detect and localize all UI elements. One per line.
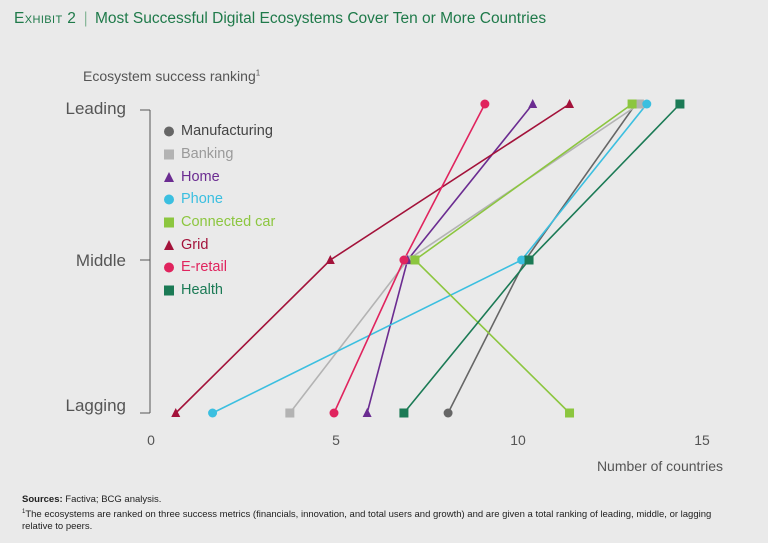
point-grid-middle xyxy=(325,254,335,265)
chart-title: Exhibit 2 | Most Successful Digital Ecos… xyxy=(14,10,546,28)
y-axis-title: Ecosystem success ranking1 xyxy=(83,68,260,84)
y-tick-middle: Middle xyxy=(75,251,126,270)
series-line-banking xyxy=(289,103,640,414)
legend-label-manufacturing: Manufacturing xyxy=(181,123,273,140)
square-marker-icon xyxy=(163,284,179,296)
y-axis-title-text: Ecosystem success ranking xyxy=(83,68,256,84)
point-banking-leading xyxy=(634,99,644,109)
circle-marker-icon xyxy=(163,193,179,205)
legend-item-connected-car: Connected car xyxy=(163,211,275,234)
x-tick-5: 5 xyxy=(332,432,340,448)
series-line-home xyxy=(366,103,534,414)
series-line-phone xyxy=(212,103,648,414)
legend-label-connected-car: Connected car xyxy=(181,214,276,231)
legend-item-manufacturing: Manufacturing xyxy=(163,120,275,143)
point-home-lagging xyxy=(362,407,372,418)
legend-item-home: Home xyxy=(163,165,275,188)
point-grid-lagging xyxy=(171,407,181,418)
triangle-marker-icon xyxy=(163,239,179,251)
sources-line: Sources: Factiva; BCG analysis. xyxy=(22,494,742,506)
point-e-retail-middle xyxy=(399,255,409,265)
legend-item-e-retail: E-retail xyxy=(163,256,275,279)
point-phone-lagging xyxy=(208,408,218,418)
point-grid-leading xyxy=(565,98,575,109)
legend-item-health: Health xyxy=(163,279,275,302)
square-marker-icon xyxy=(163,216,179,228)
series-line-manufacturing xyxy=(447,103,637,414)
x-axis-title: Number of countries xyxy=(596,458,723,474)
series-line-health xyxy=(403,103,681,414)
y-axis-footnote-marker: 1 xyxy=(255,68,261,78)
point-e-retail-lagging xyxy=(329,408,339,418)
footer: Sources: Factiva; BCG analysis. 1The eco… xyxy=(22,494,742,533)
point-health-lagging xyxy=(399,408,409,418)
series-markers xyxy=(171,98,685,418)
point-connected-car-lagging xyxy=(565,408,575,418)
axes xyxy=(140,109,151,414)
point-e-retail-leading xyxy=(480,99,490,109)
exhibit-label: Exhibit 2 xyxy=(14,10,77,27)
x-tick-15: 15 xyxy=(694,432,710,448)
legend-label-health: Health xyxy=(181,282,223,299)
legend-item-grid: Grid xyxy=(163,233,275,256)
x-tick-0: 0 xyxy=(147,432,155,448)
footnote-marker: 1 xyxy=(22,509,26,515)
point-connected-car-middle xyxy=(410,255,420,265)
legend-item-phone: Phone xyxy=(163,188,275,211)
legend-label-home: Home xyxy=(181,168,220,185)
title-separator: | xyxy=(83,10,88,27)
triangle-marker-icon xyxy=(163,171,179,183)
square-marker-icon xyxy=(163,148,179,160)
y-tick-lagging: Lagging xyxy=(65,396,126,415)
point-phone-middle xyxy=(517,255,527,265)
legend-label-banking: Banking xyxy=(181,146,234,163)
legend: Manufacturing Banking Home Phone Connected c… xyxy=(163,120,275,302)
circle-marker-icon xyxy=(163,261,179,273)
legend-label-phone: Phone xyxy=(181,191,223,208)
point-manufacturing-lagging xyxy=(443,408,453,418)
circle-marker-icon xyxy=(163,125,179,137)
sources-text: Factiva; BCG analysis. xyxy=(65,494,162,505)
title-text: Most Successful Digital Ecosystems Cover… xyxy=(94,10,547,27)
legend-label-grid: Grid xyxy=(181,236,209,253)
y-tick-leading: Leading xyxy=(65,99,126,118)
legend-item-banking: Banking xyxy=(163,143,275,166)
x-tick-10: 10 xyxy=(510,432,526,448)
point-health-leading xyxy=(675,99,685,109)
point-health-middle xyxy=(524,255,534,265)
point-banking-lagging xyxy=(285,408,295,418)
point-home-leading xyxy=(528,98,538,109)
footnote-text: The ecosystems are ranked on three succe… xyxy=(22,509,712,533)
legend-label-e-retail: E-retail xyxy=(181,259,227,276)
sources-label: Sources: xyxy=(22,494,63,505)
point-phone-leading xyxy=(642,99,652,109)
point-connected-car-leading xyxy=(627,99,637,109)
footnote: 1The ecosystems are ranked on three succ… xyxy=(22,506,742,533)
